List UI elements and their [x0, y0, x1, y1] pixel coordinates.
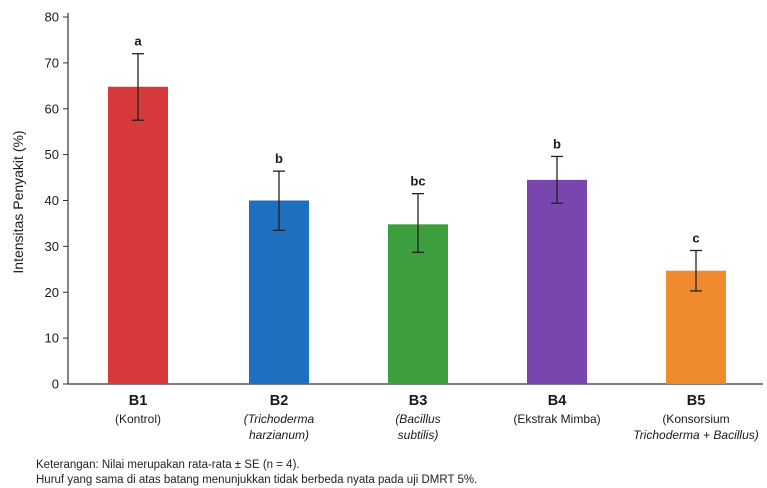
y-tick-label: 30 [45, 239, 59, 254]
footnote-dmrt: Huruf yang sama di atas batang menunjukk… [36, 474, 478, 486]
x-category-description: harzianum) [249, 428, 309, 442]
significance-letter: a [134, 34, 142, 49]
x-category-description: subtilis) [398, 428, 439, 442]
x-category-code: B3 [409, 393, 428, 409]
y-tick-label: 40 [45, 193, 59, 208]
y-tick-label: 70 [45, 55, 59, 70]
x-category-description: (Ekstrak Mimba) [513, 412, 600, 426]
y-tick-label: 50 [45, 147, 59, 162]
y-tick-label: 60 [45, 101, 59, 116]
x-category-code: B5 [687, 393, 706, 409]
significance-letter: bc [410, 174, 425, 189]
significance-letter: b [553, 136, 561, 151]
footnote-se: Keterangan: Nilai merupakan rata-rata ± … [36, 459, 300, 471]
y-tick-label: 0 [52, 377, 59, 392]
bar-b1 [108, 86, 168, 384]
x-axis-labels: B1 (Kontrol) B2 (Trichoderma harzianum) B3 (Ba… [115, 393, 759, 442]
chart-axes: 0 10 20 30 40 50 60 70 80 [45, 10, 763, 392]
x-category-description: Trichoderma + Bacillus) [633, 428, 758, 442]
significance-letter: b [275, 151, 283, 166]
y-axis-title: Intensitas Penyakit (%) [10, 130, 26, 273]
x-category-description: (Bacillus [395, 412, 440, 426]
x-category-description: (Kontrol) [115, 412, 161, 426]
x-category-description: (Trichoderma [244, 412, 315, 426]
bar-b2 [249, 200, 309, 384]
x-category-code: B2 [270, 393, 289, 409]
bar-b4 [527, 179, 587, 384]
y-tick-label: 20 [45, 285, 59, 300]
x-category-code: B4 [548, 393, 567, 409]
y-tick-label: 80 [45, 10, 59, 25]
significance-letter: c [692, 231, 699, 246]
y-tick-label: 10 [45, 331, 59, 346]
x-category-description: (Konsorsium [662, 412, 729, 426]
x-category-code: B1 [129, 393, 148, 409]
